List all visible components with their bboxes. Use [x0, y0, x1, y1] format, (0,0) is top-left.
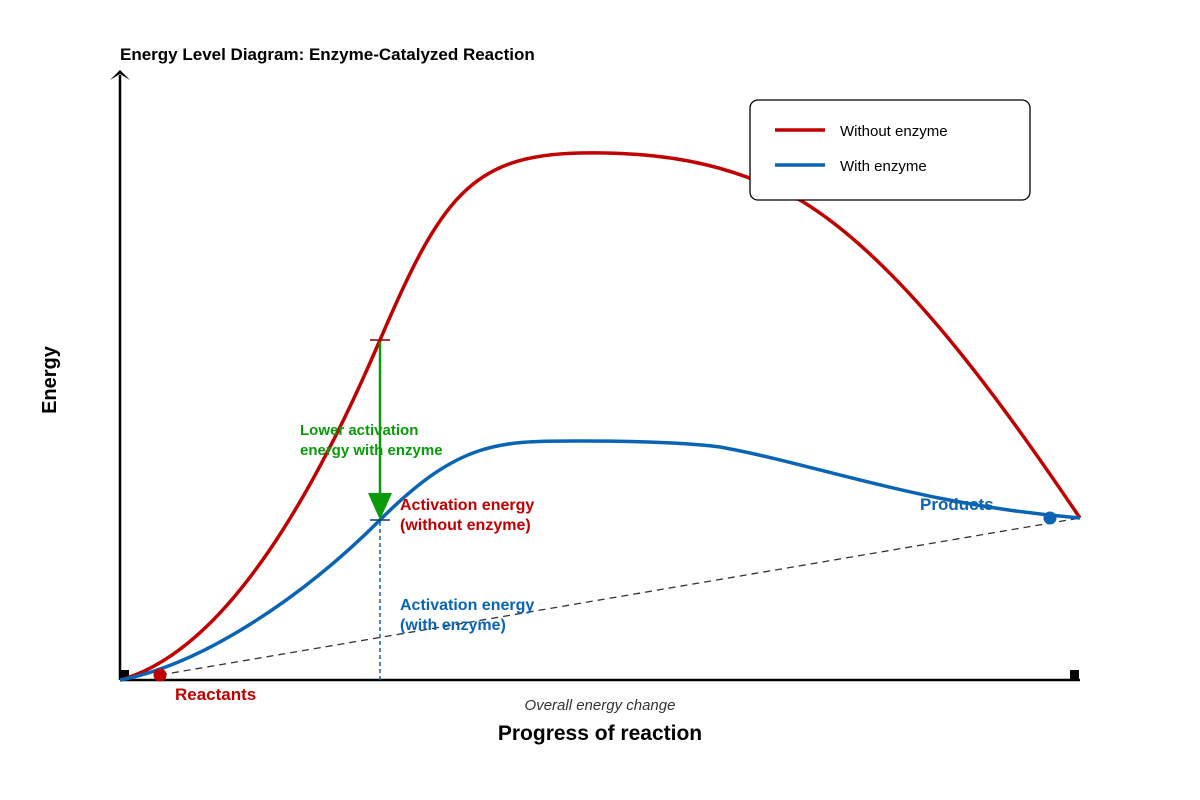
annotation: energy with enzyme: [300, 442, 443, 459]
marker: [1070, 670, 1079, 679]
curve-without-enzyme: [119, 151, 1082, 682]
overall-line: [159, 517, 1081, 676]
x-axis-note: Overall energy change: [525, 697, 676, 714]
annotation: Activation energy: [400, 597, 534, 614]
legend-label: Without enzyme: [840, 123, 948, 140]
legend-box: [749, 99, 1031, 201]
annotation: Activation energy: [400, 497, 534, 514]
products-point: [1043, 511, 1057, 525]
curve-with-enzyme: [119, 439, 1081, 682]
annotation: (without enzyme): [400, 517, 531, 534]
annotation: (with enzyme): [400, 617, 506, 634]
reactants-point: [153, 668, 167, 682]
axis-arrow: [110, 70, 130, 80]
point-label: Reactants: [175, 685, 256, 704]
marker: [120, 670, 129, 679]
x-axis-label: Progress of reaction: [498, 722, 702, 745]
y-axis-label: Energy: [39, 345, 61, 414]
arrow-head: [368, 493, 392, 520]
point-label: Products: [920, 495, 994, 514]
annotation: Lower activation: [300, 422, 418, 439]
legend-label: With enzyme: [840, 158, 927, 175]
title: Energy Level Diagram: Enzyme-Catalyzed R…: [120, 45, 535, 64]
